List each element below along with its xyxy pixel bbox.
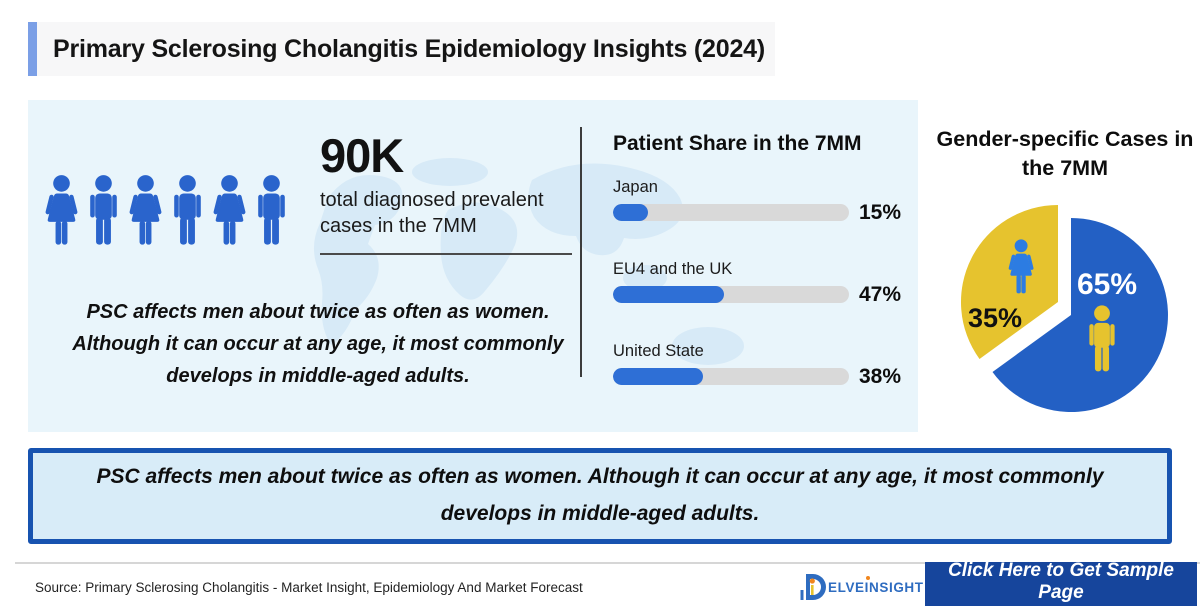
vertical-divider — [580, 127, 582, 377]
share-bar-track — [613, 204, 849, 221]
male-share-label: 65% — [1077, 268, 1137, 301]
male-icon — [258, 175, 285, 245]
share-bar-label: Japan — [613, 178, 658, 196]
delveinsight-logo-text: ELVE I NSIGHT — [828, 575, 924, 595]
page-title-bar: Primary Sclerosing Cholangitis Epidemiol… — [28, 22, 775, 76]
highlight-banner: PSC affects men about twice as often as … — [28, 448, 1172, 544]
population-icons — [44, 174, 289, 254]
share-bar-fill — [613, 204, 649, 221]
gender-section: Gender-specific Cases in the 7MM 65% 35% — [930, 125, 1200, 423]
stat-label: total diagnosed prevalent cases in the 7… — [320, 189, 544, 237]
prevalence-stat: 90K total diagnosed prevalent cases in t… — [320, 132, 588, 255]
delveinsight-logo-icon — [800, 574, 826, 600]
male-icon — [174, 175, 201, 245]
share-bar-track — [613, 286, 849, 303]
source-citation: Source: Primary Sclerosing Cholangitis -… — [35, 580, 583, 595]
female-icon — [1008, 239, 1034, 294]
female-icon — [129, 175, 162, 245]
gender-title: Gender-specific Cases in the 7MM — [936, 127, 1194, 181]
stat-value: 90K — [320, 129, 404, 182]
share-bar-label: EU4 and the UK — [613, 260, 733, 278]
female-share-label: 35% — [968, 303, 1022, 333]
patient-share-title: Patient Share in the 7MM — [613, 132, 862, 155]
logo-text-part1: ELVE — [828, 579, 865, 595]
share-bar-value: 38% — [859, 365, 902, 388]
delveinsight-logo[interactable]: ELVE I NSIGHT — [799, 572, 924, 602]
get-sample-page-button[interactable]: Click Here to Get Sample Page — [925, 560, 1197, 606]
highlight-banner-text: PSC affects men about twice as often as … — [96, 465, 1104, 525]
cta-label: Click Here to Get Sample Page — [948, 560, 1174, 603]
logo-text-part3: NSIGHT — [869, 579, 924, 595]
patient-share-section: Patient Share in the 7MM Japan 15% EU4 and… — [613, 132, 913, 412]
pie-slice-female — [960, 205, 1058, 360]
share-bar-value: 47% — [859, 283, 902, 306]
share-bar-fill — [613, 368, 703, 385]
share-bar-label: United State — [613, 342, 704, 360]
share-bar-fill — [613, 286, 724, 303]
world-map-watermark — [313, 158, 744, 365]
male-icon — [1089, 305, 1115, 372]
share-bar-track — [613, 368, 849, 385]
stat-underline — [320, 253, 572, 255]
epidemiology-note: PSC affects men about twice as often as … — [72, 301, 564, 387]
footer-divider — [15, 562, 1200, 564]
female-icon — [213, 175, 246, 245]
page-title: Primary Sclerosing Cholangitis Epidemiol… — [53, 34, 765, 63]
logo-text-part2: I — [864, 575, 871, 595]
share-bar-value: 15% — [859, 201, 902, 224]
male-icon — [90, 175, 117, 245]
female-icon — [45, 175, 78, 245]
main-panel: 90K total diagnosed prevalent cases in t… — [28, 100, 918, 432]
gender-pie-chart: 65% 35% — [950, 193, 1180, 423]
pie-slice-male — [992, 218, 1168, 413]
